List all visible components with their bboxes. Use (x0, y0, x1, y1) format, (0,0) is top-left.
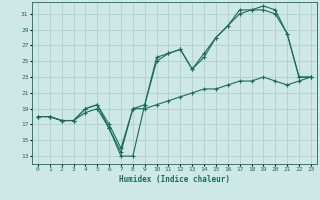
X-axis label: Humidex (Indice chaleur): Humidex (Indice chaleur) (119, 175, 230, 184)
